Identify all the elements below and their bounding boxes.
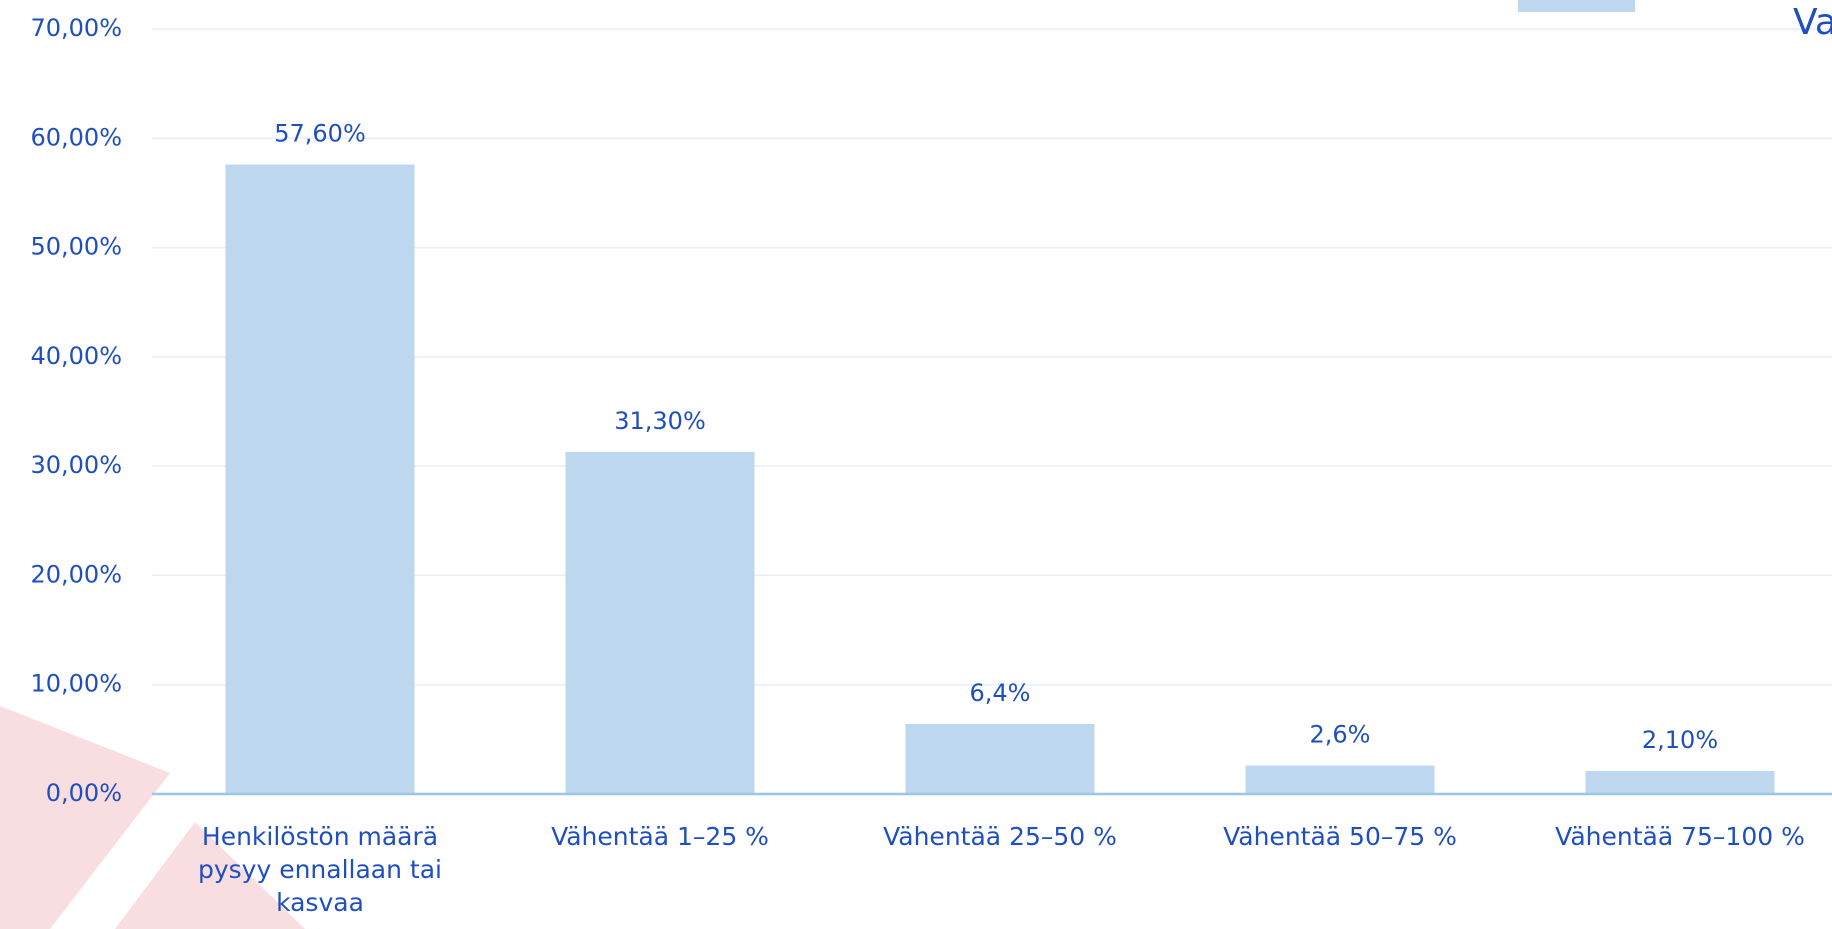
bar [1586, 771, 1775, 794]
legend-swatch [1518, 0, 1635, 12]
y-tick-label: 50,00% [30, 233, 122, 261]
legend-label: Va [1793, 2, 1832, 43]
x-tick-label: Vähentää 50–75 % [1180, 820, 1500, 853]
y-tick-label: 10,00% [30, 670, 122, 698]
value-label: 6,4% [970, 679, 1031, 707]
bar [226, 165, 415, 794]
y-tick-label: 20,00% [30, 560, 122, 588]
value-label: 57,60% [274, 120, 366, 148]
bar [1246, 766, 1435, 794]
y-tick-label: 0,00% [46, 779, 122, 807]
y-tick-label: 40,00% [30, 342, 122, 370]
x-tick-label: Vähentää 1–25 % [500, 820, 820, 853]
x-tick-label: Vähentää 75–100 % [1520, 820, 1832, 853]
value-label: 31,30% [614, 407, 706, 435]
chart: 0,00% 10,00% 20,00% 30,00% 40,00% 50,00% 60,00… [0, 0, 1832, 929]
y-tick-label: 30,00% [30, 451, 122, 479]
x-tick-label: Vähentää 25–50 % [840, 820, 1160, 853]
page: 0,00% 10,00% 20,00% 30,00% 40,00% 50,00% 60,00… [0, 0, 1832, 929]
y-tick-label: 60,00% [30, 123, 122, 151]
y-tick-label: 70,00% [30, 14, 122, 42]
bar [566, 452, 755, 794]
x-tick-label: Henkilöstön määrä pysyy ennallaan tai ka… [185, 820, 455, 919]
bar [906, 724, 1095, 794]
value-label: 2,10% [1642, 726, 1718, 754]
value-label: 2,6% [1310, 721, 1371, 749]
